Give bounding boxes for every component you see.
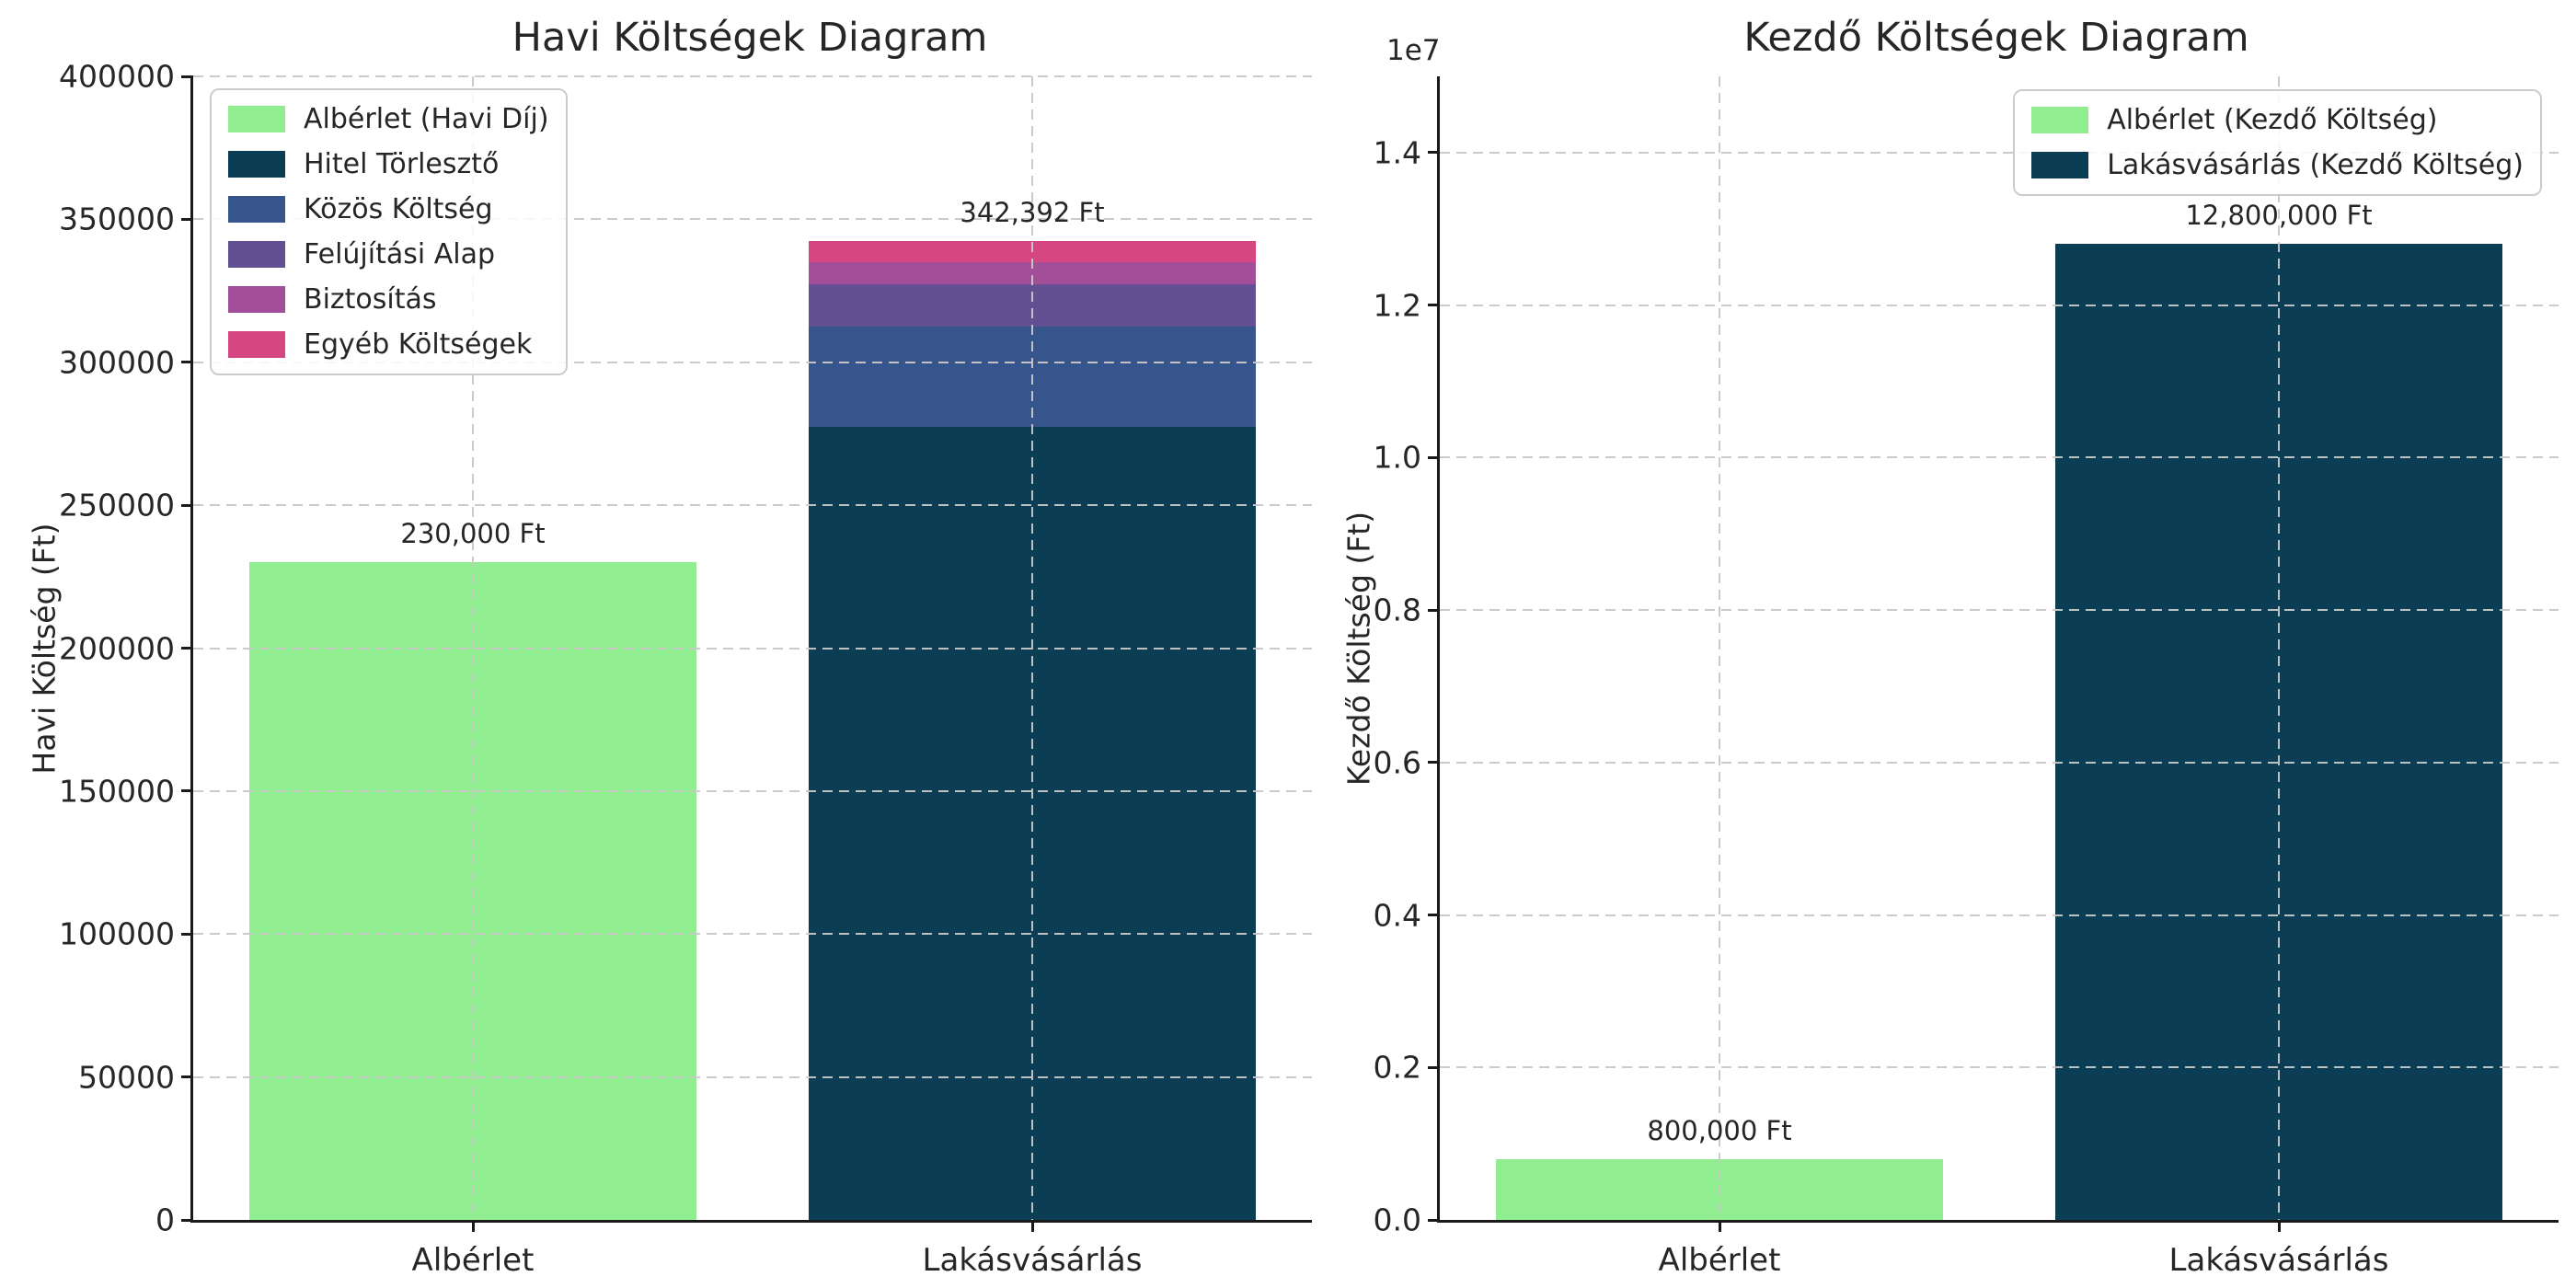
legend-label: Albérlet (Havi Díj) [304,103,549,135]
left-legend: Albérlet (Havi Díj) Hitel Törlesztő Közös … [210,88,568,375]
bar-value-label: 12,800,000 Ft [2185,200,2373,232]
y-tick-mark [181,503,193,507]
legend-swatch [228,151,285,178]
legend-swatch [228,331,285,358]
y-tick-mark [181,75,193,78]
gridline-horizontal [193,75,1312,77]
gridline-horizontal [1440,1066,2559,1069]
y-tick-label: 0.2 [1373,1049,1421,1086]
gridline-horizontal [193,218,1312,221]
y-tick-label: 0.0 [1373,1202,1421,1238]
legend-label: Hitel Törlesztő [304,148,500,180]
y-tick-label: 50000 [78,1059,175,1096]
legend-swatch [228,196,285,223]
gridline-horizontal [193,789,1312,792]
left-chart-title: Havi Költségek Diagram [512,15,988,61]
x-tick-mark [1718,1220,1721,1232]
y-tick-label: 0.6 [1373,744,1421,781]
y-tick-label: 100000 [59,915,175,952]
x-tick-mark [1030,1220,1034,1232]
y-tick-label: 300000 [59,344,175,381]
legend-swatch [2031,152,2089,178]
legend-label: Közös Költség [304,193,493,225]
y-tick-label: 0 [155,1202,175,1238]
y-tick-mark [181,932,193,936]
legend-swatch [2031,107,2089,133]
y-tick-label: 400000 [59,58,175,95]
y-tick-label: 0.4 [1373,897,1421,934]
legend-label: Albérlet (Kezdő Költség) [2107,104,2438,136]
x-tick-label: Lakásvásárlás [922,1242,1143,1279]
gridline-horizontal [193,647,1312,650]
y-tick-label: 350000 [59,201,175,237]
legend-item: Hitel Törlesztő [228,148,549,180]
left-plot-area: Havi Költség (Ft) Albérlet (Havi Díj) Hit… [27,59,1312,1279]
x-tick-mark [2277,1220,2281,1232]
gridline-horizontal [193,504,1312,507]
legend-swatch [228,106,285,132]
legend-label: Felújítási Alap [304,238,496,270]
legend-item: Felújítási Alap [228,238,549,270]
gridline-vertical [1719,76,1720,1220]
bar-value-label: 342,392 Ft [960,197,1105,229]
right-y-axis-label: Kezdő Költség (Ft) [1340,511,1377,786]
legend-item: Közös Költség [228,193,549,225]
y-tick-mark [181,1218,193,1222]
gridline-horizontal [1440,456,2559,459]
y-tick-mark [1428,455,1440,459]
y-tick-mark [181,217,193,221]
gridline-horizontal [1440,304,2559,306]
y-tick-mark [181,789,193,793]
gridline-vertical [472,76,474,1220]
y-tick-mark [1428,914,1440,917]
y-tick-mark [181,1075,193,1079]
legend-item: Biztosítás [228,283,549,316]
y-tick-mark [1428,1218,1440,1222]
y-tick-mark [1428,761,1440,765]
y-axis-offset-text: 1e7 [1386,34,1441,67]
y-tick-mark [1428,304,1440,307]
gridline-horizontal [193,1075,1312,1078]
y-tick-label: 250000 [59,487,175,523]
y-tick-mark [181,361,193,364]
gridline-vertical [2278,76,2280,1220]
gridline-horizontal [1440,914,2559,916]
gridline-horizontal [193,361,1312,363]
left-y-axis-label: Havi Költség (Ft) [26,522,63,775]
y-tick-mark [1428,608,1440,612]
legend-label: Egyéb Költségek [304,328,533,361]
legend-label: Lakásvásárlás (Kezdő Költség) [2107,149,2524,181]
y-tick-label: 0.8 [1373,592,1421,628]
gridline-horizontal [193,933,1312,936]
y-tick-label: 1.4 [1373,134,1421,171]
legend-swatch [228,286,285,313]
x-tick-label: Lakásvásárlás [2168,1242,2389,1279]
x-tick-label: Albérlet [411,1242,535,1279]
legend-swatch [228,241,285,268]
y-tick-mark [1428,151,1440,155]
y-tick-mark [181,647,193,650]
legend-label: Biztosítás [304,283,437,316]
right-chart-title: Kezdő Költségek Diagram [1743,15,2249,61]
x-tick-label: Albérlet [1658,1242,1781,1279]
gridline-horizontal [1440,761,2559,764]
y-tick-label: 200000 [59,630,175,666]
legend-item: Egyéb Költségek [228,328,549,361]
legend-item: Lakásvásárlás (Kezdő Költség) [2031,149,2524,181]
gridline-vertical [1031,76,1033,1220]
y-tick-label: 1.2 [1373,287,1421,324]
right-legend: Albérlet (Kezdő Költség) Lakásvásárlás (K… [2013,89,2542,196]
legend-item: Albérlet (Havi Díj) [228,103,549,135]
bar-value-label: 800,000 Ft [1647,1114,1792,1146]
legend-item: Albérlet (Kezdő Költség) [2031,104,2524,136]
bar-value-label: 230,000 Ft [400,518,546,550]
y-tick-mark [1428,1065,1440,1069]
y-tick-label: 1.0 [1373,439,1421,476]
right-plot-area: Kezdő Költség (Ft) 1e7 Albérlet (Kezdő K… [1341,34,2559,1279]
gridline-horizontal [1440,151,2559,154]
x-tick-mark [471,1220,475,1232]
y-tick-label: 150000 [59,773,175,810]
gridline-horizontal [1440,609,2559,612]
